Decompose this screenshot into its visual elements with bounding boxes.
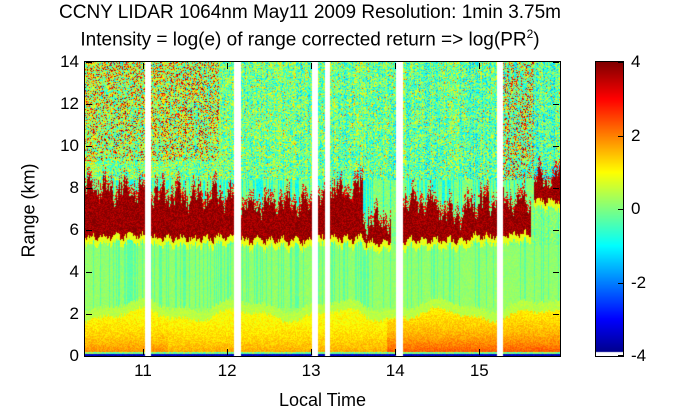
y-tick-label: 14 [60,52,79,71]
subtitle-superscript: 2 [526,27,534,41]
y-tick-mark-right [553,272,559,273]
x-tick-label: 12 [217,361,237,380]
y-tick-mark-right [553,230,559,231]
y-tick-mark-right [553,146,559,147]
colorbar-tick-label: 0 [631,199,641,218]
heatmap-plot-area [84,61,561,357]
y-tick-label: 6 [69,220,79,239]
chart-subtitle: Intensity = log(e) of range corrected re… [10,27,610,51]
x-tick-mark [227,349,229,355]
subtitle-close-paren: ) [533,29,540,51]
y-tick-mark [86,356,92,357]
y-tick-label: 4 [69,262,79,281]
y-tick-mark [86,146,92,147]
y-tick-mark [86,314,92,315]
y-tick-mark-right [553,356,559,357]
colorbar-tick-mark [618,209,623,210]
colorbar-tick-label: 4 [631,52,641,71]
x-tick-mark-top [143,63,144,69]
y-tick-mark [86,62,92,63]
y-tick-mark [86,272,92,273]
colorbar-tick-label: -2 [631,272,647,292]
y-axis-label: Range (km) [18,163,39,258]
x-tick-label: 15 [469,361,489,380]
y-tick-mark [86,188,92,189]
y-tick-label: 10 [60,136,79,155]
colorbar-tick-mark [618,135,623,137]
y-tick-mark [86,104,92,105]
x-tick-mark-top [227,63,229,69]
colorbar-tick-label: 2 [631,125,641,145]
y-tick-label: 12 [60,94,79,113]
colorbar-tick-mark [618,282,623,284]
y-tick-mark [86,230,92,231]
colorbar-tick-label: -4 [631,346,647,365]
x-tick-mark [395,349,397,355]
y-tick-label: 0 [69,346,79,365]
x-tick-label: 11 [134,361,152,380]
x-tick-mark [311,349,313,355]
x-axis-label: Local Time [278,390,367,410]
y-tick-mark-right [553,314,559,315]
x-tick-mark-top [311,63,313,69]
colorbar-tick-mark [618,355,623,356]
x-tick-mark-top [395,63,397,69]
heatmap-canvas [85,62,560,356]
x-tick-label: 13 [301,361,321,380]
x-tick-mark-top [479,63,481,69]
y-tick-label: 2 [69,304,79,323]
subtitle-text: Intensity = log(e) of range corrected re… [80,29,527,51]
colorbar-tick-mark [618,62,623,63]
x-tick-label: 14 [385,361,405,380]
chart-title: CCNY LIDAR 1064nm May11 2009 Resolution:… [59,2,561,23]
y-tick-mark-right [553,188,559,189]
y-tick-mark-right [553,62,559,63]
x-tick-mark [479,349,481,355]
x-tick-mark [143,349,144,355]
y-tick-mark-right [553,104,559,105]
y-tick-label: 8 [69,178,79,197]
